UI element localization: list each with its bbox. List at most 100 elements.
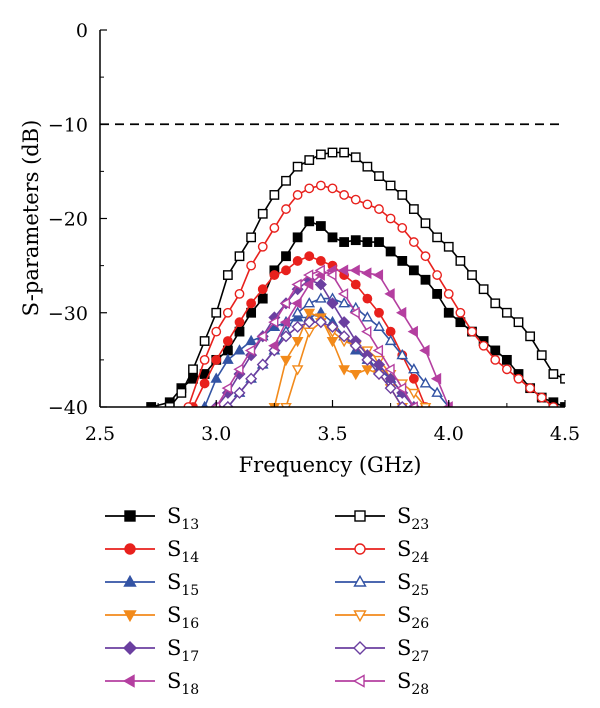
series-S24 [183, 180, 559, 407]
legend-item-S24: S24 [335, 537, 429, 566]
data-point-S23 [385, 180, 396, 191]
data-point-S18 [419, 344, 430, 357]
data-point-S23 [269, 190, 280, 200]
data-point-S28 [209, 401, 221, 407]
legend-label-subscript: 27 [411, 649, 429, 665]
data-point-S23 [315, 149, 326, 160]
data-point-S16 [303, 308, 316, 320]
data-point-S23 [432, 232, 443, 243]
data-point-S27 [349, 339, 362, 352]
legend-item-S17: S17 [105, 636, 199, 665]
data-point-S23 [397, 190, 408, 200]
legend-label: S15 [167, 570, 199, 599]
data-point-S23 [478, 284, 489, 295]
data-point-S28 [233, 363, 244, 376]
data-point-S25 [431, 386, 443, 397]
series-line-S28 [215, 269, 415, 407]
data-point-S27 [338, 330, 351, 343]
data-point-S14 [292, 256, 303, 266]
data-point-S24 [339, 190, 350, 200]
data-point-S24 [269, 223, 280, 233]
data-point-S26 [291, 365, 304, 376]
legend-item-S18: S18 [105, 669, 199, 698]
legend-marker [353, 610, 367, 623]
data-point-S14 [199, 378, 210, 389]
data-point-S18 [279, 316, 291, 328]
legend-item-S26: S26 [335, 603, 429, 632]
data-point-S23 [176, 387, 187, 398]
data-point-S17 [326, 297, 339, 310]
data-point-S18 [407, 325, 418, 338]
data-point-S25 [338, 297, 350, 308]
legend-marker [122, 674, 135, 688]
data-point-S23 [292, 161, 303, 172]
data-point-S16 [349, 369, 362, 381]
data-point-S13 [501, 354, 512, 365]
data-point-S27 [314, 316, 327, 329]
data-point-S17 [338, 316, 351, 329]
data-point-S14 [234, 317, 245, 328]
data-point-S24 [536, 392, 547, 403]
data-point-S24 [234, 288, 245, 299]
axis-layer: 2.5 3.0 3.5 4.0 4.5 0 −10 −20 −30 −40 [48, 20, 580, 445]
data-point-S23 [374, 171, 384, 181]
data-point-S28 [221, 382, 232, 394]
data-point-S23 [281, 175, 291, 186]
data-point-S24 [327, 183, 338, 194]
data-point-S23 [420, 218, 431, 229]
data-point-S23 [257, 208, 268, 219]
legend-label: S18 [167, 669, 199, 698]
legend-marker [353, 641, 367, 655]
y-tick-label: −10 [48, 114, 88, 136]
y-tick-label: −40 [48, 397, 88, 419]
data-point-S28 [291, 278, 302, 291]
data-point-S27 [233, 386, 246, 399]
data-point-S23 [408, 204, 419, 214]
data-point-S28 [244, 344, 256, 357]
data-point-S14 [408, 373, 419, 384]
data-point-S24 [304, 183, 315, 194]
data-point-S25 [396, 348, 409, 360]
data-point-S23 [234, 251, 245, 262]
data-point-S26 [280, 402, 292, 407]
y-tick-label: −30 [48, 303, 88, 325]
data-point-S14 [246, 298, 257, 309]
data-point-S23 [467, 270, 477, 280]
series-S14 [188, 251, 431, 407]
data-point-S13 [234, 326, 245, 337]
legend-label: S23 [397, 504, 429, 533]
data-point-S24 [374, 204, 384, 214]
x-tick-label: 2.5 [85, 423, 115, 445]
data-point-S23 [501, 307, 512, 318]
data-point-S25 [408, 363, 420, 374]
x-tick-label: 4.0 [434, 423, 464, 445]
legend-label: S17 [167, 636, 199, 665]
data-point-S15 [222, 353, 234, 364]
data-point-S27 [303, 316, 316, 329]
data-point-S13 [490, 345, 501, 356]
data-point-S23 [222, 270, 233, 280]
x-tick-label: 3.0 [201, 423, 231, 445]
series-line-S18 [273, 269, 450, 407]
data-point-S14 [362, 293, 373, 304]
legend-label-subscript: 15 [181, 583, 199, 599]
data-point-S28 [268, 316, 279, 328]
legend-label-subscript: 23 [411, 517, 429, 533]
data-point-S14 [257, 284, 268, 295]
legend-item-S15: S15 [105, 570, 199, 599]
series-S28 [209, 264, 418, 407]
series-S18 [268, 264, 453, 407]
y-axis-label: S-parameters (dB) [19, 120, 43, 317]
data-point-S23 [327, 147, 338, 158]
data-point-S24 [501, 364, 512, 375]
data-point-S28 [337, 288, 349, 300]
data-point-S24 [211, 326, 222, 337]
x-axis-label: Frequency (GHz) [239, 453, 422, 477]
data-point-S23 [443, 241, 454, 252]
data-point-S23 [455, 256, 466, 266]
data-point-S28 [256, 330, 267, 343]
data-point-S13 [281, 251, 291, 262]
legend-marker [123, 641, 137, 655]
data-point-S18 [268, 339, 279, 352]
data-point-S24 [467, 326, 477, 337]
